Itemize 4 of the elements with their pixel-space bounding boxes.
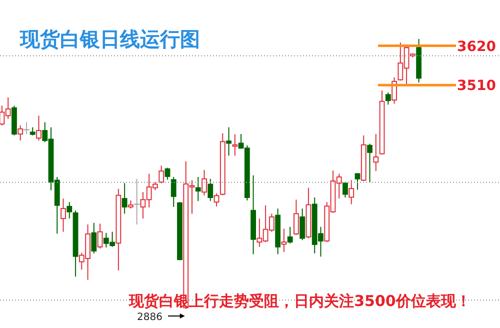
- text: 2886: [137, 312, 162, 323]
- text: 3620: [457, 38, 496, 55]
- text: 3510: [457, 78, 496, 94]
- chart-title: 现货白银日线运行图: [19, 27, 200, 51]
